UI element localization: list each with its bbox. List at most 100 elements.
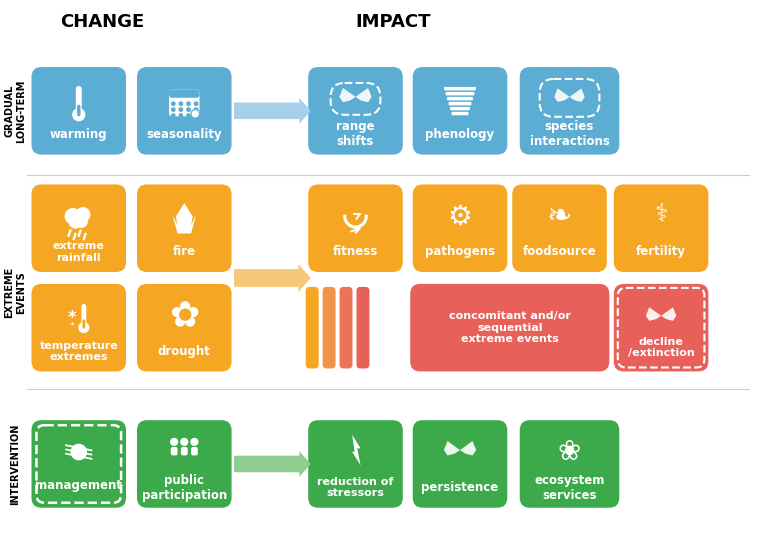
FancyBboxPatch shape — [308, 420, 403, 508]
FancyBboxPatch shape — [137, 284, 232, 371]
FancyBboxPatch shape — [308, 185, 403, 272]
Circle shape — [172, 102, 175, 105]
Text: fertility: fertility — [636, 246, 686, 258]
Text: IMPACT: IMPACT — [356, 13, 431, 32]
Text: persistence: persistence — [421, 481, 499, 494]
Text: ecosystem
services: ecosystem services — [534, 473, 604, 502]
Circle shape — [73, 109, 85, 120]
Circle shape — [187, 108, 190, 111]
Text: CHANGE: CHANGE — [60, 13, 144, 32]
FancyBboxPatch shape — [169, 89, 199, 117]
Text: *: * — [68, 309, 76, 327]
FancyBboxPatch shape — [446, 92, 474, 95]
FancyBboxPatch shape — [450, 107, 470, 110]
FancyBboxPatch shape — [306, 287, 319, 369]
Text: EXTREME
EVENTS: EXTREME EVENTS — [5, 268, 26, 318]
FancyBboxPatch shape — [308, 67, 403, 155]
FancyBboxPatch shape — [191, 447, 198, 455]
FancyBboxPatch shape — [614, 185, 708, 272]
Circle shape — [191, 110, 199, 118]
Circle shape — [187, 114, 190, 117]
FancyBboxPatch shape — [77, 104, 80, 117]
Polygon shape — [172, 203, 196, 233]
FancyBboxPatch shape — [520, 67, 619, 155]
Circle shape — [79, 323, 89, 332]
Polygon shape — [570, 88, 584, 102]
FancyBboxPatch shape — [32, 185, 126, 272]
FancyBboxPatch shape — [413, 420, 507, 508]
Circle shape — [195, 114, 198, 117]
FancyBboxPatch shape — [413, 185, 507, 272]
Polygon shape — [234, 264, 311, 292]
Text: warming: warming — [50, 128, 108, 141]
FancyBboxPatch shape — [181, 447, 188, 455]
FancyBboxPatch shape — [137, 185, 232, 272]
Text: concomitant and/or
sequential
extreme events: concomitant and/or sequential extreme ev… — [449, 311, 571, 345]
Polygon shape — [646, 307, 661, 321]
FancyBboxPatch shape — [413, 67, 507, 155]
Circle shape — [172, 108, 175, 111]
Circle shape — [192, 111, 198, 117]
Circle shape — [179, 114, 182, 117]
Text: ✿: ✿ — [169, 301, 199, 335]
Text: fire: fire — [172, 246, 196, 258]
Circle shape — [69, 216, 82, 228]
Text: reduction of
stressors: reduction of stressors — [317, 477, 393, 499]
Polygon shape — [460, 441, 476, 455]
Text: pathogens: pathogens — [425, 246, 495, 258]
FancyBboxPatch shape — [137, 67, 232, 155]
Text: temperature
extremes: temperature extremes — [39, 340, 118, 362]
FancyBboxPatch shape — [449, 102, 471, 105]
Circle shape — [195, 108, 198, 111]
FancyBboxPatch shape — [357, 287, 370, 369]
Circle shape — [195, 102, 198, 105]
Polygon shape — [444, 441, 460, 455]
Circle shape — [76, 208, 90, 221]
Circle shape — [187, 102, 190, 105]
Circle shape — [181, 439, 188, 445]
Text: fitness: fitness — [333, 246, 378, 258]
FancyBboxPatch shape — [32, 284, 126, 371]
FancyBboxPatch shape — [171, 447, 178, 455]
FancyBboxPatch shape — [137, 420, 232, 508]
Text: ❀: ❀ — [558, 438, 581, 466]
Text: decline
/extinction: decline /extinction — [628, 337, 695, 358]
Text: public
participation: public participation — [142, 473, 227, 502]
FancyBboxPatch shape — [75, 86, 82, 116]
Text: INTERVENTION: INTERVENTION — [10, 423, 20, 505]
Polygon shape — [352, 435, 360, 465]
Circle shape — [172, 114, 175, 117]
FancyBboxPatch shape — [32, 420, 126, 508]
Text: ⚙: ⚙ — [447, 202, 473, 230]
Text: management: management — [35, 479, 122, 492]
FancyBboxPatch shape — [520, 420, 619, 508]
FancyBboxPatch shape — [323, 287, 336, 369]
Text: ⚕: ⚕ — [654, 202, 668, 226]
FancyBboxPatch shape — [32, 67, 126, 155]
Text: range
shifts: range shifts — [336, 120, 375, 148]
Text: seasonality: seasonality — [146, 128, 222, 141]
FancyBboxPatch shape — [614, 284, 708, 371]
Circle shape — [171, 439, 178, 445]
FancyBboxPatch shape — [340, 287, 353, 369]
Circle shape — [75, 216, 87, 227]
FancyBboxPatch shape — [512, 185, 607, 272]
Circle shape — [71, 445, 86, 460]
Text: extreme
rainfall: extreme rainfall — [53, 241, 105, 263]
Polygon shape — [661, 307, 676, 321]
Polygon shape — [234, 451, 311, 477]
Circle shape — [65, 209, 80, 224]
Circle shape — [191, 439, 198, 445]
Text: foodsource: foodsource — [523, 246, 597, 258]
Text: *: * — [69, 322, 75, 331]
Circle shape — [179, 108, 182, 111]
Text: ❧: ❧ — [547, 202, 572, 231]
FancyBboxPatch shape — [169, 89, 199, 98]
FancyBboxPatch shape — [451, 112, 468, 116]
Polygon shape — [356, 88, 372, 102]
Polygon shape — [340, 88, 356, 102]
FancyBboxPatch shape — [447, 97, 473, 101]
FancyBboxPatch shape — [444, 87, 476, 90]
Circle shape — [179, 102, 182, 105]
Polygon shape — [234, 98, 311, 124]
